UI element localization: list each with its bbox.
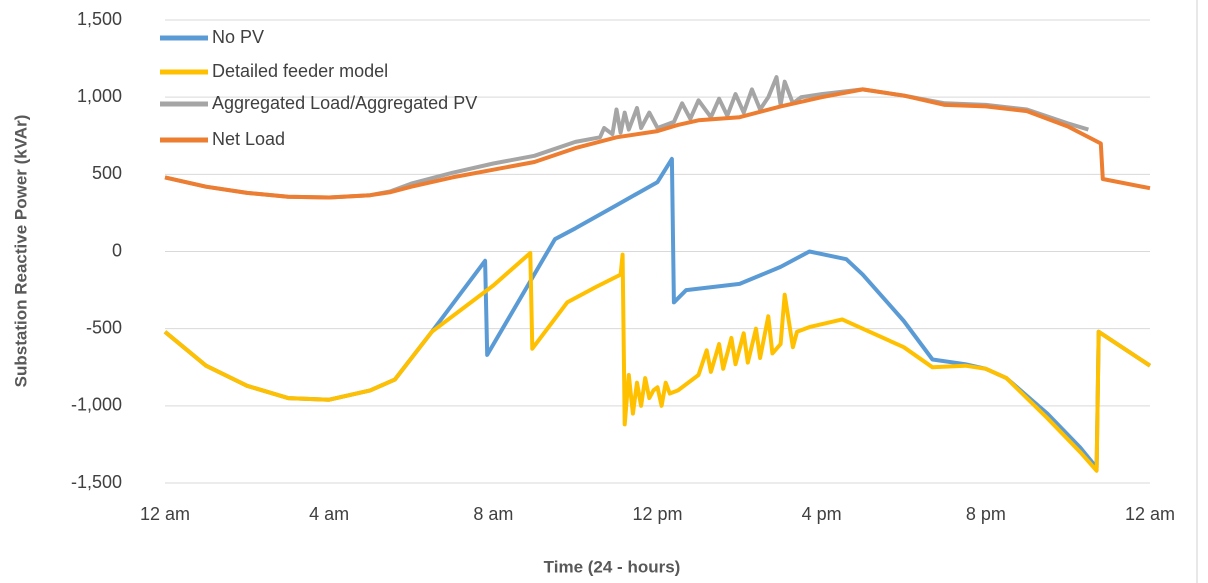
legend-label: No PV (212, 27, 264, 47)
y-tick-label: 1,500 (77, 9, 122, 29)
x-tick-label: 12 pm (632, 504, 682, 524)
x-tick-label: 4 pm (802, 504, 842, 524)
y-axis-title: Substation Reactive Power (kVAr) (11, 115, 30, 388)
legend-label: Aggregated Load/Aggregated PV (212, 93, 477, 113)
x-tick-label: 12 am (1125, 504, 1175, 524)
y-tick-label: 1,000 (77, 86, 122, 106)
legend-label: Net Load (212, 129, 285, 149)
x-tick-label: 8 am (473, 504, 513, 524)
y-tick-label: 500 (92, 163, 122, 183)
series-line (164, 75, 1089, 200)
series-line (164, 87, 1151, 200)
y-tick-label: -500 (86, 317, 122, 337)
series-line (163, 156, 1152, 470)
x-tick-label: 4 am (309, 504, 349, 524)
y-tick-label: -1,500 (71, 472, 122, 492)
series-line (163, 251, 1152, 473)
x-tick-label: 8 pm (966, 504, 1006, 524)
y-tick-label: -1,000 (71, 395, 122, 415)
legend-label: Detailed feeder model (212, 61, 388, 81)
x-tick-label: 12 am (140, 504, 190, 524)
x-axis-title: Time (24 - hours) (544, 557, 681, 576)
y-tick-label: 0 (112, 240, 122, 260)
